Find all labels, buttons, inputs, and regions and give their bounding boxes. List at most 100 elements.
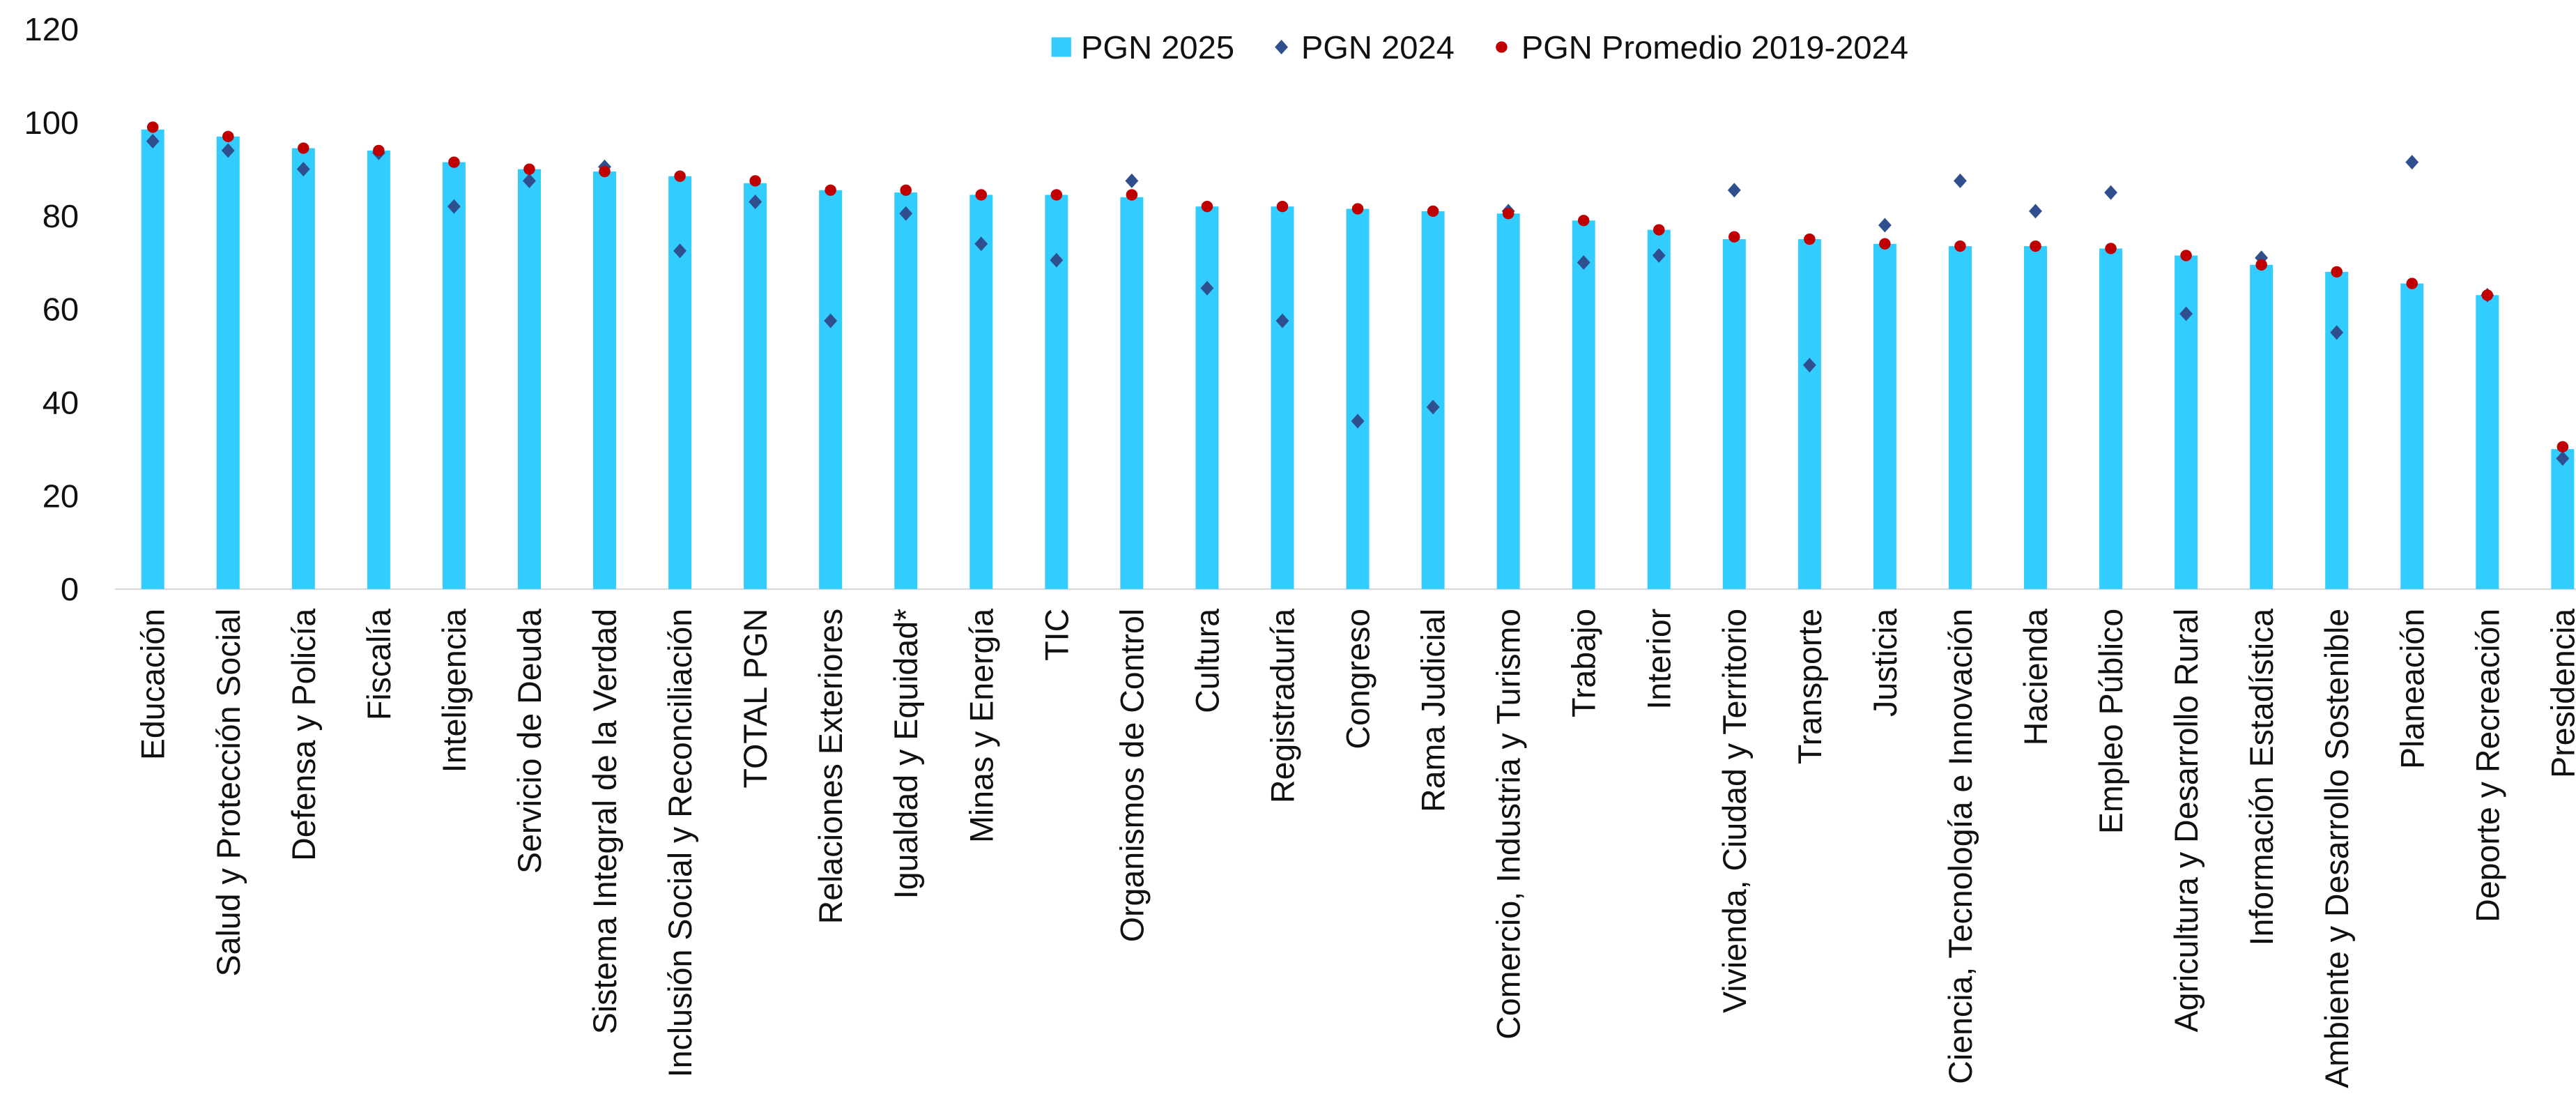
diamond-marker — [2330, 325, 2344, 340]
circle-marker — [373, 144, 385, 157]
y-tick-label: 100 — [24, 105, 79, 141]
circle-marker — [1577, 215, 1590, 227]
x-tick-label: Ambiente y Desarrollo Sostenible — [2319, 609, 2355, 1088]
bar — [367, 150, 390, 589]
circle-marker — [1427, 205, 1439, 218]
x-tick-label: Educación — [135, 609, 171, 760]
diamond-marker — [1954, 173, 1967, 188]
circle-marker — [523, 163, 535, 175]
bar — [2250, 264, 2274, 589]
diamond-marker — [673, 243, 687, 259]
bar — [1797, 239, 1821, 589]
x-tick-label: Interior — [1641, 609, 1677, 710]
bar — [744, 183, 767, 589]
y-tick-label: 0 — [61, 571, 79, 607]
bar — [1346, 208, 1370, 589]
circle-marker — [2255, 259, 2267, 271]
y-tick-label: 60 — [43, 291, 79, 328]
diamond-marker — [1802, 358, 1816, 373]
bar — [1948, 246, 1972, 589]
bar — [2024, 246, 2047, 589]
diamond-marker — [2029, 204, 2042, 219]
bar — [2175, 255, 2198, 589]
circle-marker — [1954, 240, 1966, 252]
diamond-marker — [1275, 313, 1289, 328]
diamond-marker — [1727, 183, 1741, 198]
x-tick-label: Ciencia, Tecnología e Innovación — [1942, 609, 1979, 1084]
x-tick-label: Minas y Energía — [963, 608, 999, 843]
x-tick-label: Presidencia — [2545, 608, 2576, 778]
x-tick-label: Planeación — [2394, 609, 2430, 769]
x-tick-label: Cultura — [1189, 608, 1225, 713]
legend-label: PGN 2024 — [1301, 29, 1455, 66]
x-tick-label: Organismos de Control — [1114, 609, 1150, 942]
x-tick-label: Igualdad y Equidad* — [888, 609, 924, 899]
circle-marker — [1879, 238, 1891, 250]
bar — [1572, 220, 1595, 589]
circle-marker — [599, 165, 611, 178]
x-tick-label: Relaciones Exteriores — [813, 609, 849, 925]
x-tick-label: Trabajo — [1565, 609, 1602, 717]
bar — [969, 195, 993, 589]
circle-marker — [298, 142, 309, 154]
circle-marker — [1126, 189, 1138, 201]
x-tick-label: Empleo Público — [2093, 609, 2129, 834]
legend-label: PGN Promedio 2019-2024 — [1521, 29, 1908, 66]
circle-marker — [222, 130, 234, 142]
circle-marker — [2030, 240, 2041, 252]
x-tick-label: Transporte — [1792, 609, 1828, 764]
x-tick-label: Sistema Integral de la Verdad — [587, 609, 623, 1034]
circle-marker — [1050, 189, 1063, 201]
circle-marker — [2105, 243, 2117, 254]
circle-marker — [674, 170, 686, 182]
legend-swatch — [1496, 41, 1508, 53]
bar — [517, 169, 541, 589]
circle-marker — [448, 156, 460, 168]
bar — [1722, 239, 1746, 589]
x-tick-label: Deporte y Recreación — [2469, 609, 2506, 922]
circle-marker — [2180, 250, 2192, 261]
diamond-marker — [2179, 306, 2193, 321]
bar — [141, 129, 164, 589]
x-tick-label: Agricultura y Desarrollo Rural — [2168, 609, 2205, 1033]
legend-swatch — [1275, 40, 1288, 54]
diamond-marker — [2104, 185, 2117, 200]
bar — [291, 148, 315, 589]
circle-marker — [146, 121, 159, 133]
x-tick-label: Justicia — [1867, 608, 1903, 717]
y-tick-label: 40 — [43, 385, 79, 421]
x-tick-label: Rama Judicial — [1415, 609, 1451, 812]
diamond-marker — [523, 173, 536, 188]
circle-marker — [2556, 441, 2569, 453]
x-tick-label: Defensa y Policía — [286, 608, 322, 861]
circle-marker — [749, 175, 761, 187]
circle-marker — [975, 189, 988, 201]
legend-label: PGN 2025 — [1081, 29, 1234, 66]
diamond-marker — [221, 143, 235, 158]
circle-marker — [2406, 278, 2418, 289]
bar — [894, 192, 918, 589]
circle-marker — [900, 184, 912, 196]
circle-marker — [1804, 233, 1816, 245]
circle-marker — [2331, 266, 2343, 278]
x-tick-label: Salud y Protección Social — [210, 609, 247, 977]
diamond-marker — [146, 134, 160, 149]
diamond-marker — [1125, 173, 1139, 188]
diamond-marker — [2556, 451, 2570, 466]
bar — [442, 162, 466, 589]
y-tick-label: 120 — [24, 11, 79, 47]
diamond-marker — [899, 206, 913, 221]
x-tick-label: Comercio, Industria y Turismo — [1490, 609, 1526, 1040]
circle-marker — [1201, 201, 1213, 213]
bar — [1873, 243, 1896, 589]
circle-marker — [1276, 201, 1289, 213]
diamond-marker — [296, 162, 310, 177]
diamond-marker — [824, 313, 838, 328]
bar — [668, 176, 692, 589]
diamond-marker — [1652, 248, 1666, 263]
x-tick-label: TOTAL PGN — [737, 609, 774, 789]
circle-marker — [1728, 231, 1740, 243]
x-tick-label: TIC — [1038, 609, 1075, 661]
